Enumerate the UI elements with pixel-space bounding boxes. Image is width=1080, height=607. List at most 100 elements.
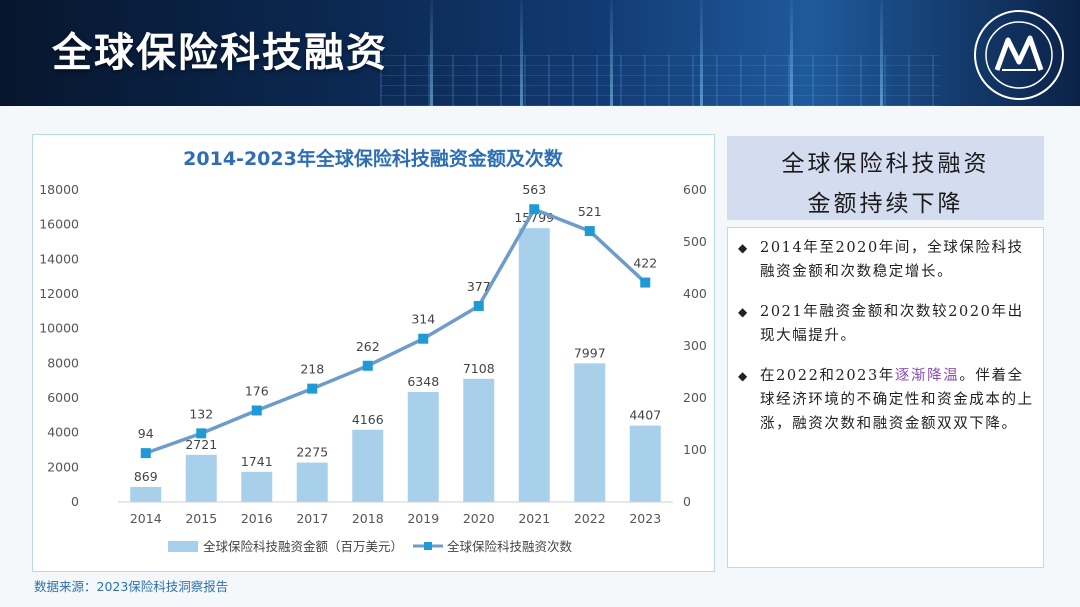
line-data-label: 563 bbox=[522, 182, 546, 197]
line-point-marker bbox=[307, 383, 318, 394]
bar bbox=[296, 462, 328, 502]
bullet-text: 在2022和2023年逐渐降温。伴着全球经济环境的不确定性和资金成本的上涨，融资… bbox=[738, 364, 1038, 436]
x-axis-tick-label: 2016 bbox=[241, 511, 273, 526]
side-panel-header: 全球保险科技融资 金额持续下降 bbox=[727, 136, 1044, 220]
bar bbox=[352, 429, 384, 502]
line-point-marker bbox=[584, 226, 595, 237]
x-axis-tick-label: 2022 bbox=[574, 511, 606, 526]
line-data-label: 176 bbox=[245, 383, 269, 398]
chart-panel: 2014-2023年全球保险科技融资金额及次数 869 2721 1741 2275 4… bbox=[32, 134, 715, 572]
bar-data-label: 4407 bbox=[629, 408, 661, 423]
banner-light-beam bbox=[700, 0, 703, 106]
right-axis-tick-label: 400 bbox=[683, 286, 707, 301]
data-source-note: 数据来源：2023保险科技洞察报告 bbox=[34, 579, 229, 594]
right-axis-tick-label: 300 bbox=[683, 338, 707, 353]
bar-data-label: 2721 bbox=[185, 437, 217, 452]
bar-data-label: 6348 bbox=[407, 374, 439, 389]
line-data-label: 132 bbox=[189, 406, 213, 421]
page-title: 全球保险科技融资 bbox=[52, 30, 388, 76]
research-center-logo-icon bbox=[974, 10, 1064, 100]
x-axis-tick-label: 2021 bbox=[518, 511, 550, 526]
left-axis-tick-label: 12000 bbox=[39, 286, 79, 301]
line-data-label: 94 bbox=[138, 426, 154, 441]
bullet-item: ◆ 2021年融资金额和次数较2020年出现大幅提升。 bbox=[738, 300, 1038, 348]
left-axis-tick-label: 0 bbox=[71, 494, 79, 509]
line-data-label: 218 bbox=[300, 362, 324, 377]
line-data-label: 422 bbox=[633, 256, 657, 271]
bar-data-label: 7108 bbox=[463, 361, 495, 376]
bar-data-label: 1741 bbox=[241, 454, 273, 469]
bar-data-label: 869 bbox=[134, 469, 158, 484]
side-panel-body: ◆ 2014年至2020年间，全球保险科技融资金额和次数稳定增长。 ◆ 2021… bbox=[727, 227, 1044, 568]
banner-light-beam bbox=[880, 0, 883, 106]
bullet-text: 2021年融资金额和次数较2020年出现大幅提升。 bbox=[760, 304, 1024, 344]
x-axis-tick-label: 2018 bbox=[352, 511, 384, 526]
line-data-label: 314 bbox=[411, 312, 435, 327]
right-axis-tick-label: 500 bbox=[683, 234, 707, 249]
legend-line-marker bbox=[424, 542, 432, 550]
x-axis-tick-label: 2017 bbox=[296, 511, 328, 526]
diamond-bullet-icon: ◆ bbox=[738, 305, 748, 319]
line-data-label: 521 bbox=[578, 204, 602, 219]
bar-data-label: 4166 bbox=[352, 412, 384, 427]
line-point-marker bbox=[251, 405, 262, 416]
left-axis-tick-label: 6000 bbox=[47, 390, 79, 405]
line-point-marker bbox=[140, 448, 151, 459]
legend-bar-label: 全球保险科技融资金额（百万美元） bbox=[203, 539, 403, 554]
bullet-text-part: 在2022和2023年 bbox=[760, 368, 895, 384]
line-point-marker bbox=[473, 300, 484, 311]
header-banner: 全球保险科技融资 bbox=[0, 0, 1080, 106]
left-axis-tick-label: 18000 bbox=[39, 182, 79, 197]
right-axis-tick-label: 600 bbox=[683, 182, 707, 197]
side-header-line: 金额持续下降 bbox=[807, 191, 964, 217]
left-axis-tick-label: 14000 bbox=[39, 251, 79, 266]
side-header-line: 全球保险科技融资 bbox=[781, 151, 990, 177]
right-axis-tick-label: 100 bbox=[683, 442, 707, 457]
line-point-marker bbox=[640, 277, 651, 288]
x-axis-tick-label: 2020 bbox=[463, 511, 495, 526]
diamond-bullet-icon: ◆ bbox=[738, 369, 748, 383]
bar bbox=[518, 228, 550, 502]
bar bbox=[185, 454, 217, 502]
banner-light-beam bbox=[520, 0, 523, 106]
x-axis-tick-label: 2014 bbox=[130, 511, 162, 526]
line-point-marker bbox=[529, 204, 540, 215]
x-axis-tick-label: 2015 bbox=[185, 511, 217, 526]
x-axis-tick-label: 2023 bbox=[629, 511, 661, 526]
right-axis-tick-label: 0 bbox=[683, 494, 691, 509]
line-data-label: 262 bbox=[356, 339, 380, 354]
bar bbox=[629, 425, 661, 502]
bullet-text-part: 。伴着全球经济环境的不确定性和资金成本的上涨，融资次数和融资金额双双下降。 bbox=[760, 368, 1034, 432]
chart-legend: 全球保险科技融资金额（百万美元） 全球保险科技融资次数 bbox=[168, 539, 573, 554]
left-axis-tick-label: 2000 bbox=[47, 459, 79, 474]
left-axis-tick-label: 8000 bbox=[47, 355, 79, 370]
bullet-item: ◆ 2014年至2020年间，全球保险科技融资金额和次数稳定增长。 bbox=[738, 236, 1038, 284]
bar bbox=[130, 486, 162, 502]
left-axis-tick-label: 4000 bbox=[47, 425, 79, 440]
left-axis-tick-label: 10000 bbox=[39, 321, 79, 336]
bullet-text: 2014年至2020年间，全球保险科技融资金额和次数稳定增长。 bbox=[760, 240, 1024, 280]
chart-title: 2014-2023年全球保险科技融资金额及次数 bbox=[183, 147, 564, 170]
bar bbox=[574, 363, 606, 502]
bar bbox=[241, 471, 273, 502]
bar bbox=[463, 378, 495, 502]
count-series-line bbox=[145, 207, 647, 455]
banner-grid-decoration bbox=[380, 55, 940, 106]
left-axis-tick-label: 16000 bbox=[39, 217, 79, 232]
x-axis-tick-label: 2019 bbox=[407, 511, 439, 526]
line-point-marker bbox=[196, 428, 207, 439]
banner-light-beam bbox=[610, 0, 613, 106]
banner-light-beam bbox=[790, 0, 793, 106]
legend-bar-swatch bbox=[168, 541, 198, 552]
bullet-highlight-text: 逐渐降温 bbox=[894, 368, 960, 384]
combo-chart: 2014-2023年全球保险科技融资金额及次数 869 2721 1741 2275 4… bbox=[39, 147, 707, 554]
line-data-label: 377 bbox=[467, 279, 491, 294]
line-point-marker bbox=[362, 360, 373, 371]
legend-line-label: 全球保险科技融资次数 bbox=[447, 539, 573, 554]
line-point-marker bbox=[418, 333, 429, 344]
diamond-bullet-icon: ◆ bbox=[738, 241, 748, 255]
bar-data-label: 2275 bbox=[296, 445, 328, 460]
bar-data-label: 7997 bbox=[574, 345, 606, 360]
bar bbox=[407, 391, 439, 502]
banner-light-beam bbox=[430, 0, 433, 106]
